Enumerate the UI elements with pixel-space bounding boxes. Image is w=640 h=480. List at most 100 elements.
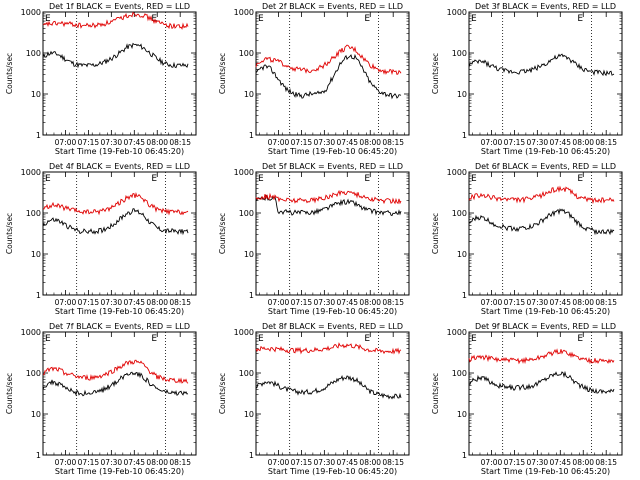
detector-panel-8: Det 8f BLACK = Events, RED = LLD 1 10 100 10…: [218, 322, 410, 476]
event-marker-label: E: [364, 334, 370, 344]
event-marker-label: E: [45, 334, 51, 344]
x-tick-label: 07:00: [481, 138, 503, 147]
y-tick-label: 1: [249, 451, 254, 460]
x-axis-label: Start Time (19-Feb-10 06:45:20): [481, 307, 610, 316]
x-tick-label: 07:15: [291, 458, 313, 467]
y-tick-label: 1000: [447, 328, 467, 337]
series-line-events: [468, 53, 615, 77]
x-tick-label: 07:00: [55, 298, 77, 307]
detector-panel-6: Det 6f BLACK = Events, RED = LLD 1 10 100 10…: [431, 162, 623, 316]
x-tick-label: 07:30: [314, 138, 336, 147]
detector-panel-5: Det 5f BLACK = Events, RED = LLD 1 10 100 10…: [218, 162, 410, 316]
y-tick-label: 1: [36, 291, 41, 300]
y-tick-label: 1000: [21, 168, 41, 177]
panel-title: Det 3f BLACK = Events, RED = LLD: [475, 2, 616, 11]
y-tick-label: 100: [239, 209, 254, 218]
y-axis-label: Counts/sec: [431, 213, 440, 254]
y-tick-label: 10: [31, 410, 41, 419]
series-line-lld: [255, 189, 402, 205]
y-tick-label: 1000: [234, 8, 254, 17]
plot-frame: [468, 331, 623, 456]
y-axis-label: Counts/sec: [5, 373, 14, 414]
y-tick-label: 1: [462, 291, 467, 300]
x-tick-label: 08:00: [572, 138, 594, 147]
x-tick-label: 07:45: [549, 298, 571, 307]
x-tick-label: 08:15: [169, 138, 191, 147]
x-tick-label: 07:30: [314, 458, 336, 467]
x-tick-label: 07:15: [291, 138, 313, 147]
y-tick-label: 10: [244, 410, 254, 419]
x-tick-label: 07:45: [336, 138, 358, 147]
series-line-lld: [42, 359, 189, 384]
y-tick-label: 100: [26, 49, 41, 58]
detector-panel-9: Det 9f BLACK = Events, RED = LLD 1 10 100 10…: [431, 322, 623, 476]
x-tick-label: 08:00: [359, 298, 381, 307]
x-tick-label: 07:00: [55, 458, 77, 467]
x-tick-label: 07:30: [101, 138, 123, 147]
y-tick-label: 10: [244, 250, 254, 259]
y-tick-label: 100: [239, 369, 254, 378]
x-tick-label: 07:45: [549, 138, 571, 147]
series-line-events: [255, 374, 402, 400]
y-tick-label: 100: [452, 209, 467, 218]
x-axis-label: Start Time (19-Feb-10 06:45:20): [268, 467, 397, 476]
series-line-events: [255, 194, 402, 217]
event-marker-label: E: [151, 174, 157, 184]
event-marker-label: E: [45, 14, 51, 24]
x-tick-label: 07:15: [504, 298, 526, 307]
event-marker-label: E: [364, 14, 370, 24]
y-tick-label: 10: [457, 90, 467, 99]
x-axis-label: Start Time (19-Feb-10 06:45:20): [55, 307, 184, 316]
y-axis-label: Counts/sec: [218, 213, 227, 254]
y-tick-label: 10: [457, 250, 467, 259]
x-tick-label: 08:00: [146, 298, 168, 307]
x-tick-label: 07:15: [291, 298, 313, 307]
y-tick-label: 1: [462, 451, 467, 460]
y-tick-label: 100: [26, 209, 41, 218]
x-tick-label: 07:15: [78, 298, 100, 307]
x-axis-label: Start Time (19-Feb-10 06:45:20): [55, 467, 184, 476]
x-tick-label: 07:30: [314, 298, 336, 307]
plot-frame: [42, 331, 197, 456]
series-line-events: [468, 370, 615, 395]
plot-frame: [468, 171, 623, 296]
series-line-lld: [255, 342, 402, 355]
y-tick-label: 10: [457, 410, 467, 419]
event-marker-label: E: [471, 14, 477, 24]
x-tick-label: 08:00: [359, 138, 381, 147]
x-tick-label: 07:00: [268, 458, 290, 467]
x-tick-label: 07:45: [123, 458, 145, 467]
plot-frame: [255, 11, 410, 136]
x-tick-label: 08:15: [382, 138, 404, 147]
detector-panel-1: Det 1f BLACK = Events, RED = LLD 1 10 100 10…: [5, 2, 197, 156]
x-tick-label: 07:00: [55, 138, 77, 147]
y-tick-label: 10: [244, 90, 254, 99]
panel-title: Det 9f BLACK = Events, RED = LLD: [475, 322, 616, 331]
y-tick-label: 100: [26, 369, 41, 378]
x-tick-label: 07:15: [78, 458, 100, 467]
x-tick-label: 07:45: [336, 458, 358, 467]
event-marker-label: E: [258, 334, 264, 344]
x-tick-label: 08:00: [359, 458, 381, 467]
x-tick-label: 07:45: [549, 458, 571, 467]
x-tick-label: 07:30: [527, 458, 549, 467]
event-marker-label: E: [577, 14, 583, 24]
x-tick-label: 08:15: [169, 458, 191, 467]
event-marker-label: E: [151, 14, 157, 24]
series-line-lld: [42, 11, 189, 30]
y-tick-label: 1: [249, 131, 254, 140]
y-tick-label: 100: [239, 49, 254, 58]
event-marker-label: E: [577, 174, 583, 184]
x-tick-label: 08:15: [382, 458, 404, 467]
y-axis-label: Counts/sec: [431, 53, 440, 94]
series-line-events: [42, 42, 189, 69]
panel-title: Det 2f BLACK = Events, RED = LLD: [262, 2, 403, 11]
x-tick-label: 08:00: [572, 298, 594, 307]
panel-title: Det 6f BLACK = Events, RED = LLD: [475, 162, 616, 171]
series-line-lld: [468, 348, 615, 365]
series-line-events: [42, 371, 189, 397]
y-tick-label: 10: [31, 250, 41, 259]
y-axis-label: Counts/sec: [218, 53, 227, 94]
x-tick-label: 08:15: [595, 298, 617, 307]
panel-title: Det 1f BLACK = Events, RED = LLD: [49, 2, 190, 11]
